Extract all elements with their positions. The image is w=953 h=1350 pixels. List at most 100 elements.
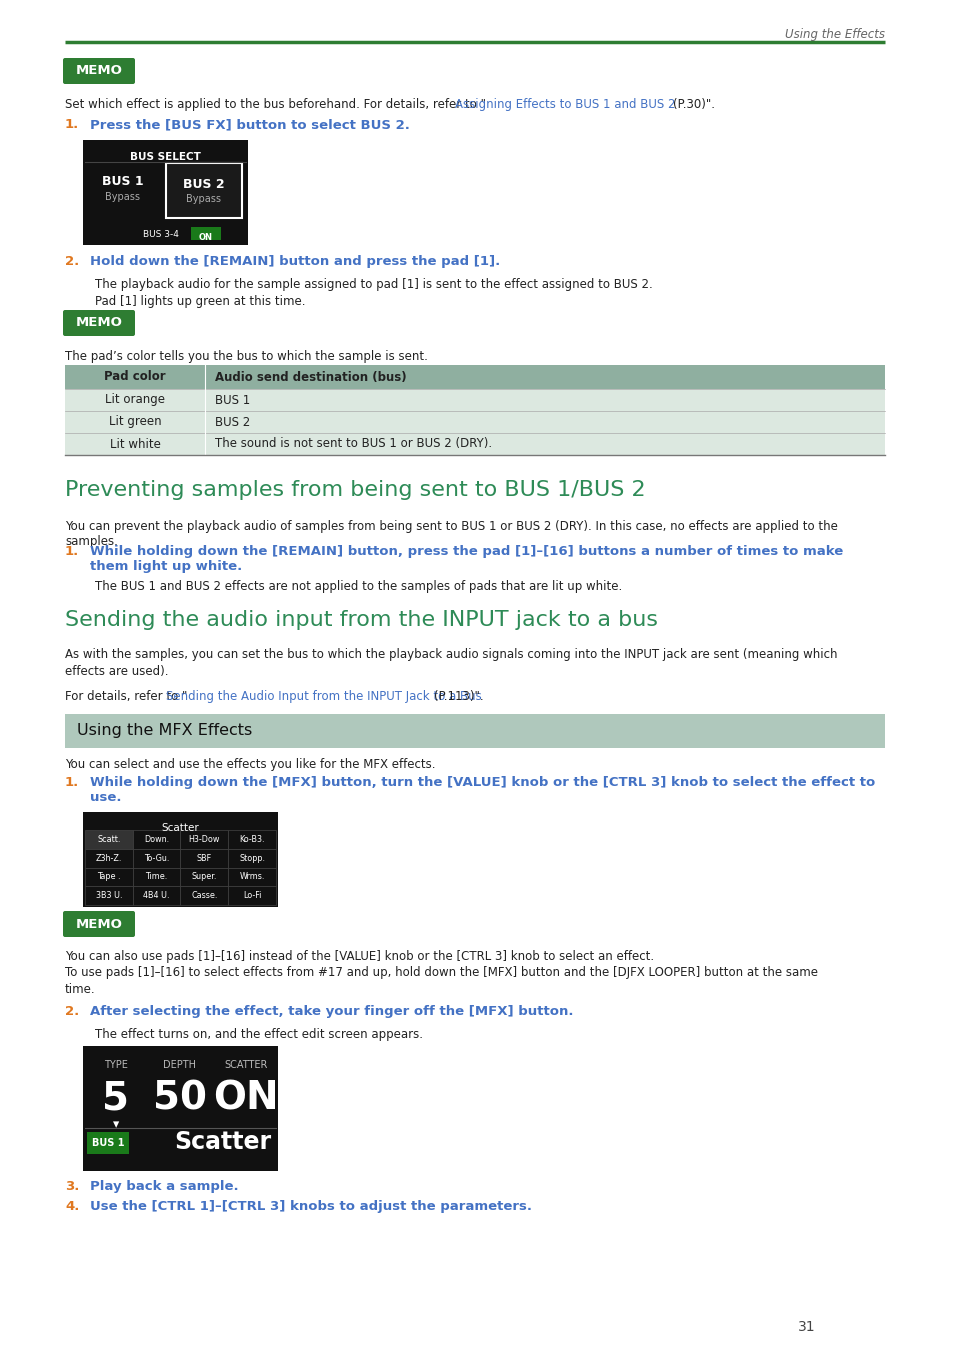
Text: After selecting the effect, take your finger off the [MFX] button.: After selecting the effect, take your fi… — [90, 1004, 573, 1018]
Text: BUS SELECT: BUS SELECT — [130, 153, 201, 162]
Text: Time.: Time. — [146, 872, 168, 882]
Text: As with the samples, you can set the bus to which the playback audio signals com: As with the samples, you can set the bus… — [65, 648, 837, 662]
Text: Use the [CTRL 1]–[CTRL 3] knobs to adjust the parameters.: Use the [CTRL 1]–[CTRL 3] knobs to adjus… — [90, 1200, 532, 1214]
Text: BUS 1: BUS 1 — [214, 393, 250, 406]
FancyBboxPatch shape — [63, 58, 135, 84]
Text: 2.: 2. — [65, 255, 79, 269]
Text: Audio send destination (bus): Audio send destination (bus) — [214, 370, 406, 383]
Text: Press the [BUS FX] button to select BUS 2.: Press the [BUS FX] button to select BUS … — [90, 117, 410, 131]
Text: time.: time. — [65, 983, 95, 996]
Bar — [180, 830, 228, 849]
Text: BUS 1: BUS 1 — [91, 1138, 124, 1148]
Text: SBF: SBF — [196, 853, 212, 863]
FancyBboxPatch shape — [63, 911, 135, 937]
Text: Scatter: Scatter — [161, 824, 199, 833]
Text: SCATTER: SCATTER — [224, 1060, 268, 1071]
Text: While holding down the [MFX] button, turn the [VALUE] knob or the [CTRL 3] knob : While holding down the [MFX] button, tur… — [90, 776, 874, 805]
Text: Using the MFX Effects: Using the MFX Effects — [77, 724, 252, 738]
Bar — [83, 140, 248, 244]
Text: Lo-Fi: Lo-Fi — [243, 891, 261, 900]
Text: To use pads [1]–[16] to select effects from #17 and up, hold down the [MFX] butt: To use pads [1]–[16] to select effects f… — [65, 967, 817, 979]
Text: BUS 2: BUS 2 — [214, 416, 250, 428]
Text: Pad color: Pad color — [104, 370, 166, 383]
Text: Wrms.: Wrms. — [239, 872, 265, 882]
Text: For details, refer to ": For details, refer to " — [65, 690, 187, 703]
Text: Stopp.: Stopp. — [239, 853, 265, 863]
Text: BUS 2: BUS 2 — [183, 178, 225, 190]
Text: Scatter: Scatter — [174, 1130, 272, 1154]
Text: Using the Effects: Using the Effects — [784, 28, 884, 40]
Text: Preventing samples from being sent to BUS 1/BUS 2: Preventing samples from being sent to BU… — [65, 481, 645, 500]
Text: 3.: 3. — [65, 1180, 79, 1193]
Text: H3-Dow: H3-Dow — [189, 834, 220, 844]
Text: Lit white: Lit white — [110, 437, 160, 451]
Text: 4B4 U.: 4B4 U. — [143, 891, 170, 900]
Bar — [85, 886, 132, 904]
Text: Lit green: Lit green — [109, 416, 161, 428]
Bar — [65, 433, 884, 455]
Text: To-Gu.: To-Gu. — [144, 853, 169, 863]
Text: 1.: 1. — [65, 117, 79, 131]
Bar — [132, 886, 180, 904]
Text: 50: 50 — [152, 1079, 207, 1116]
Text: 4.: 4. — [65, 1200, 79, 1214]
Text: Down.: Down. — [144, 834, 169, 844]
Text: You can select and use the effects you like for the MFX effects.: You can select and use the effects you l… — [65, 757, 435, 771]
Text: Bypass: Bypass — [106, 192, 140, 202]
Text: (P.30)".: (P.30)". — [672, 99, 714, 111]
Text: DEPTH: DEPTH — [163, 1060, 196, 1071]
Text: Lit orange: Lit orange — [105, 393, 165, 406]
Text: The sound is not sent to BUS 1 or BUS 2 (DRY).: The sound is not sent to BUS 1 or BUS 2 … — [214, 437, 492, 451]
Text: MEMO: MEMO — [75, 65, 122, 77]
Text: ▾: ▾ — [112, 1118, 119, 1131]
Text: ON: ON — [213, 1079, 278, 1116]
Bar — [132, 849, 180, 868]
Text: While holding down the [REMAIN] button, press the pad [1]–[16] buttons a number : While holding down the [REMAIN] button, … — [90, 545, 842, 572]
Bar — [191, 227, 221, 240]
Text: effects are used).: effects are used). — [65, 666, 169, 678]
Bar — [85, 849, 132, 868]
Bar — [65, 389, 884, 410]
Text: BUS 3-4: BUS 3-4 — [143, 230, 178, 239]
Text: You can also use pads [1]–[16] instead of the [VALUE] knob or the [CTRL 3] knob : You can also use pads [1]–[16] instead o… — [65, 950, 654, 963]
Text: Hold down the [REMAIN] button and press the pad [1].: Hold down the [REMAIN] button and press … — [90, 255, 499, 269]
Bar — [83, 811, 277, 907]
Bar — [166, 163, 242, 217]
Bar — [180, 886, 228, 904]
Text: 3B3 U.: 3B3 U. — [95, 891, 122, 900]
Text: MEMO: MEMO — [75, 316, 122, 329]
Text: The playback audio for the sample assigned to pad [1] is sent to the effect assi: The playback audio for the sample assign… — [95, 278, 652, 292]
Text: ON: ON — [199, 234, 213, 242]
Bar — [83, 1046, 277, 1170]
Text: Assigning Effects to BUS 1 and BUS 2: Assigning Effects to BUS 1 and BUS 2 — [455, 99, 675, 111]
Bar — [132, 868, 180, 886]
Text: Z3h-Z.: Z3h-Z. — [95, 853, 122, 863]
Bar — [132, 830, 180, 849]
Text: Sending the Audio Input from the INPUT Jack to a Bus: Sending the Audio Input from the INPUT J… — [166, 690, 481, 703]
Text: Pad [1] lights up green at this time.: Pad [1] lights up green at this time. — [95, 296, 305, 308]
Text: 1.: 1. — [65, 545, 79, 558]
Text: Ko-B3.: Ko-B3. — [239, 834, 265, 844]
Text: 5: 5 — [102, 1079, 130, 1116]
Text: Scatt.: Scatt. — [97, 834, 120, 844]
Text: BUS 1: BUS 1 — [102, 176, 144, 188]
Text: (P.113)".: (P.113)". — [434, 690, 483, 703]
Text: Sending the audio input from the INPUT jack to a bus: Sending the audio input from the INPUT j… — [65, 610, 658, 630]
Text: MEMO: MEMO — [75, 918, 122, 930]
Bar — [65, 364, 884, 389]
Text: The effect turns on, and the effect edit screen appears.: The effect turns on, and the effect edit… — [95, 1027, 422, 1041]
Bar — [85, 830, 132, 849]
Bar — [65, 410, 884, 433]
Text: Super.: Super. — [192, 872, 217, 882]
Text: Bypass: Bypass — [186, 194, 221, 204]
Text: Tape .: Tape . — [97, 872, 120, 882]
Bar — [228, 849, 275, 868]
FancyBboxPatch shape — [63, 310, 135, 336]
Text: Casse.: Casse. — [191, 891, 217, 900]
Text: You can prevent the playback audio of samples from being sent to BUS 1 or BUS 2 : You can prevent the playback audio of sa… — [65, 520, 837, 548]
Text: 2.: 2. — [65, 1004, 79, 1018]
Bar — [65, 714, 884, 748]
Text: 31: 31 — [798, 1320, 815, 1334]
Text: Play back a sample.: Play back a sample. — [90, 1180, 238, 1193]
Bar — [87, 1133, 129, 1154]
